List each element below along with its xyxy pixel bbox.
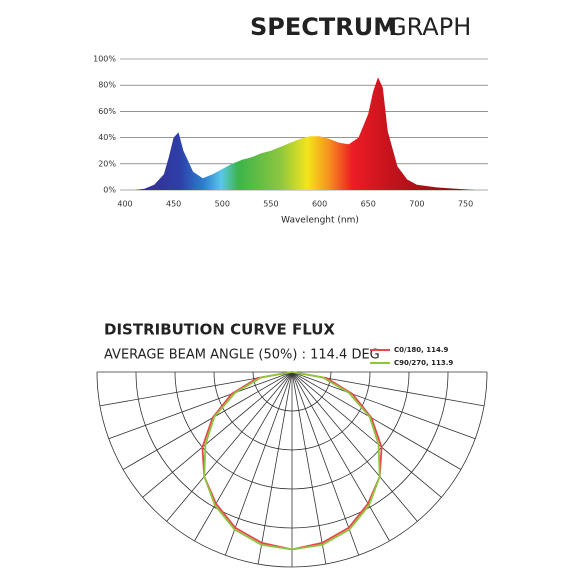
polar-spoke: [291, 371, 462, 470]
polar-spoke: [108, 371, 293, 440]
polar-spoke: [257, 371, 293, 565]
y-tick-label: 40%: [98, 133, 116, 142]
spectrum-title: GRAPH: [388, 13, 471, 41]
legend-label: C0/180, 114.9: [394, 346, 449, 354]
polar-spoke: [122, 371, 293, 470]
polar-curve: [203, 371, 381, 551]
polar-subtitle: AVERAGE BEAM ANGLE (50%) : 114.4 DEG: [104, 348, 380, 363]
spectrum-area: [134, 77, 476, 190]
polar-spoke: [291, 371, 442, 498]
x-tick-label: 700: [409, 200, 424, 209]
x-tick-label: 750: [458, 200, 473, 209]
x-tick-label: 550: [263, 200, 278, 209]
polar-spoke: [291, 371, 327, 565]
y-tick-label: 60%: [98, 107, 116, 116]
y-tick-label: 20%: [98, 159, 116, 168]
x-tick-label: 650: [361, 200, 376, 209]
polar-spoke: [291, 371, 418, 522]
polar-spoke: [194, 371, 293, 542]
x-axis-label: Wavelenght (nm): [281, 216, 359, 226]
spectrum-title-bold: SPECTRUM: [250, 13, 397, 41]
polar-title: DISTRIBUTION CURVE FLUX: [104, 321, 335, 339]
legend-label: C90/270, 113.9: [394, 359, 453, 367]
polar-spoke: [291, 371, 360, 556]
polar-spoke: [166, 371, 293, 522]
x-tick-label: 400: [117, 200, 132, 209]
polar-spoke: [224, 371, 293, 556]
polar-spoke: [291, 371, 476, 440]
x-tick-label: 500: [215, 200, 230, 209]
y-tick-label: 80%: [98, 81, 116, 90]
x-tick-label: 600: [312, 200, 327, 209]
polar-spoke: [291, 371, 390, 542]
y-tick-label: 0%: [103, 186, 116, 195]
x-tick-label: 450: [166, 200, 181, 209]
polar-spoke: [142, 371, 293, 498]
y-tick-label: 100%: [93, 55, 116, 64]
